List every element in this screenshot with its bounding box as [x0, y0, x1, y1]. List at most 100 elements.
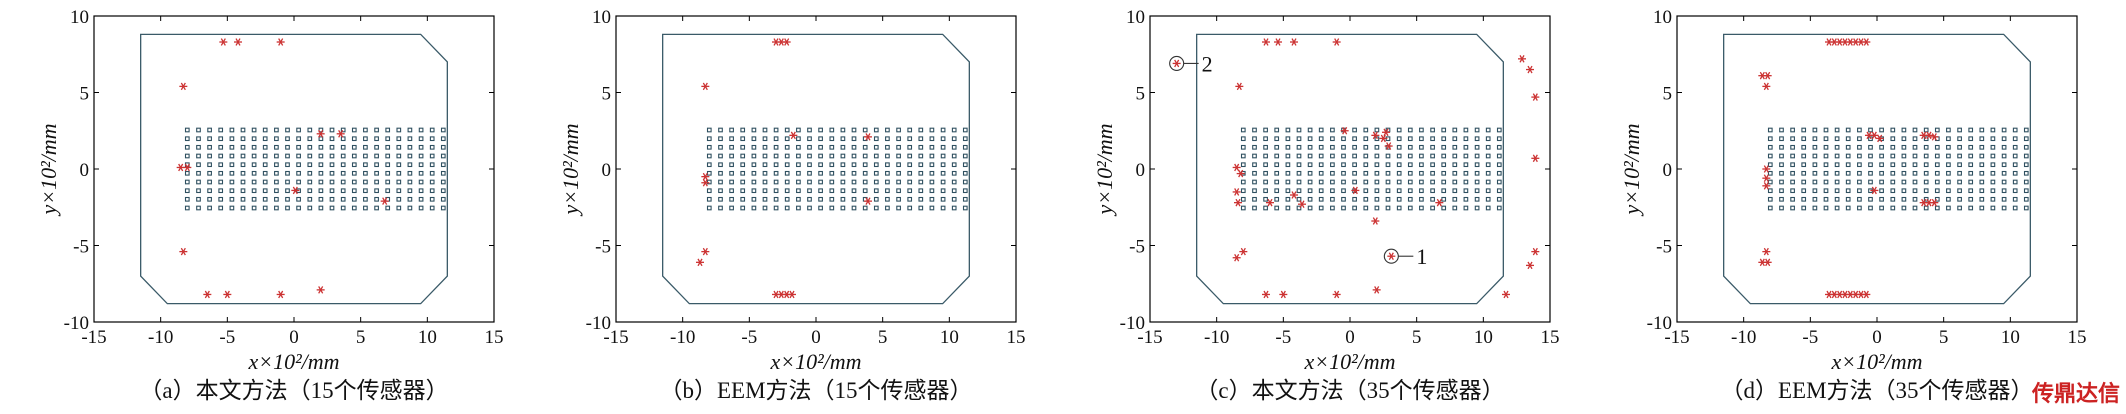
- array-cell: [962, 153, 968, 159]
- array-cell: [385, 170, 391, 176]
- array-cell: [429, 144, 435, 150]
- array-cell: [1812, 205, 1818, 211]
- array-cell: [329, 205, 335, 211]
- array-cell: [807, 205, 812, 211]
- sensor-point: [1862, 290, 1871, 299]
- array-cell: [873, 144, 879, 150]
- array-cell: [1341, 170, 1346, 176]
- array-cell: [285, 179, 290, 185]
- array-cell: [907, 153, 913, 159]
- array-cell: [1901, 179, 1907, 185]
- array-cell: [251, 144, 257, 150]
- x-tick-label: -5: [219, 327, 235, 348]
- array-cell: [829, 144, 835, 150]
- array-cell: [1990, 127, 1996, 133]
- array-cell: [307, 196, 313, 202]
- array-cell: [1845, 179, 1851, 185]
- array-cell: [962, 170, 968, 176]
- array-cell: [251, 127, 257, 133]
- array-cell: [1330, 153, 1335, 159]
- array-cell: [1868, 153, 1873, 159]
- chart-panel-1: -15 -10 -5 0 5 10 15-10-50510x×10²/mmy×10²/mm（…: [36, 7, 504, 403]
- array-cell: [729, 144, 734, 150]
- array-cell: [1779, 144, 1784, 150]
- array-cell: [706, 179, 712, 185]
- array-cell: [1318, 144, 1324, 150]
- array-cell: [1441, 136, 1447, 142]
- array-cell: [1285, 162, 1291, 168]
- array-cell: [1834, 179, 1840, 185]
- array-cell: [351, 179, 357, 185]
- array-cell: [1845, 188, 1851, 194]
- array-cell: [207, 136, 212, 142]
- sensor-point: [234, 38, 242, 46]
- array-cell: [762, 162, 768, 168]
- array-cell: [1318, 136, 1324, 142]
- array-cell: [1946, 170, 1951, 176]
- array-cell: [1485, 205, 1491, 211]
- array-cell: [807, 196, 812, 202]
- array-cell: [1474, 127, 1480, 133]
- sensor-point: [316, 286, 325, 294]
- array-cell: [1341, 196, 1346, 202]
- array-cell: [374, 127, 379, 133]
- array-cell: [1901, 205, 1907, 211]
- array-cell: [907, 144, 913, 150]
- array-cell: [440, 179, 446, 185]
- array-cell: [818, 205, 823, 211]
- array-cell: [418, 153, 424, 159]
- array-cell: [1496, 170, 1502, 176]
- array-cell: [818, 127, 823, 133]
- array-cell: [1352, 153, 1357, 159]
- array-cell: [706, 127, 712, 133]
- sensor-point: [1234, 198, 1242, 207]
- array-cell: [1396, 196, 1402, 202]
- array-cell: [1912, 205, 1918, 211]
- array-cell: [1968, 153, 1974, 159]
- array-cell: [318, 179, 324, 185]
- array-cell: [1452, 196, 1458, 202]
- array-cell: [429, 162, 435, 168]
- array-cell: [1812, 162, 1818, 168]
- array-cell: [940, 179, 946, 185]
- array-cell: [207, 205, 212, 211]
- array-cell: [251, 196, 257, 202]
- array-cell: [1923, 170, 1929, 176]
- array-cell: [1252, 196, 1257, 202]
- y-tick-label: 5: [602, 84, 612, 105]
- array-cell: [1979, 196, 1985, 202]
- array-cell: [751, 136, 757, 142]
- array-cell: [1801, 170, 1807, 176]
- array-cell: [1834, 136, 1840, 142]
- sensor-point: [1274, 38, 1282, 46]
- array-cell: [1407, 179, 1413, 185]
- array-cell: [429, 205, 435, 211]
- sensor-point: [1762, 82, 1771, 91]
- array-cell: [1419, 153, 1424, 159]
- x-tick-label: 15: [1007, 327, 1026, 348]
- sensor-point: [1763, 71, 1772, 80]
- array-cell: [1801, 162, 1807, 168]
- array-cell: [1823, 170, 1829, 176]
- array-cell: [396, 188, 402, 194]
- array-cell: [184, 127, 190, 133]
- array-cell: [1812, 153, 1818, 159]
- sensor-point: [1235, 82, 1244, 91]
- watermark: 传鼎达信: [2031, 382, 2120, 407]
- array-cell: [1923, 127, 1929, 133]
- array-cell: [2012, 170, 2018, 176]
- array-cell: [207, 179, 212, 185]
- array-cell: [1767, 162, 1773, 168]
- array-cell: [251, 153, 257, 159]
- y-axis-label: y×10²/mm: [1092, 123, 1117, 216]
- array-cell: [773, 188, 779, 194]
- array-cell: [1879, 188, 1884, 194]
- array-cell: [1834, 144, 1840, 150]
- array-cell: [385, 205, 391, 211]
- array-cell: [1385, 188, 1391, 194]
- array-cell: [1463, 136, 1469, 142]
- array-cell: [363, 144, 368, 150]
- cell-array: [184, 127, 446, 211]
- array-cell: [374, 144, 379, 150]
- array-cell: [329, 136, 335, 142]
